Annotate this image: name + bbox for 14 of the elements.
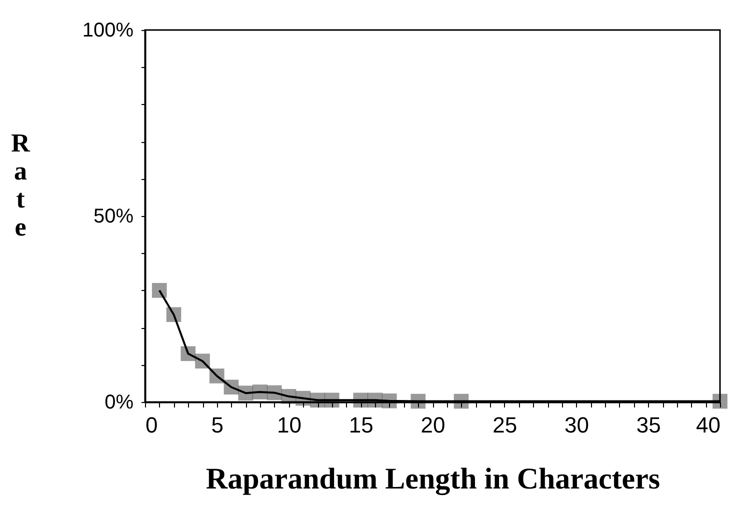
x-tick-label: 25: [492, 412, 518, 438]
x-tick-label: 35: [636, 412, 661, 438]
x-tick-label: 15: [348, 412, 374, 438]
x-tick-label: 20: [420, 412, 446, 438]
x-tick-label: 5: [211, 412, 224, 438]
x-tick-label: 40: [696, 412, 720, 438]
x-axis-title: Raparandum Length in Characters: [206, 462, 660, 496]
y-tick-label: 50%: [93, 206, 134, 228]
y-axis-title: Rate: [11, 128, 30, 242]
y-tick-label: 0%: [104, 392, 134, 414]
y-tick-label: 100%: [82, 20, 134, 42]
x-tick-label: 30: [564, 412, 589, 438]
x-tick-label: 10: [277, 412, 302, 438]
x-tick-label: 0: [146, 412, 158, 438]
